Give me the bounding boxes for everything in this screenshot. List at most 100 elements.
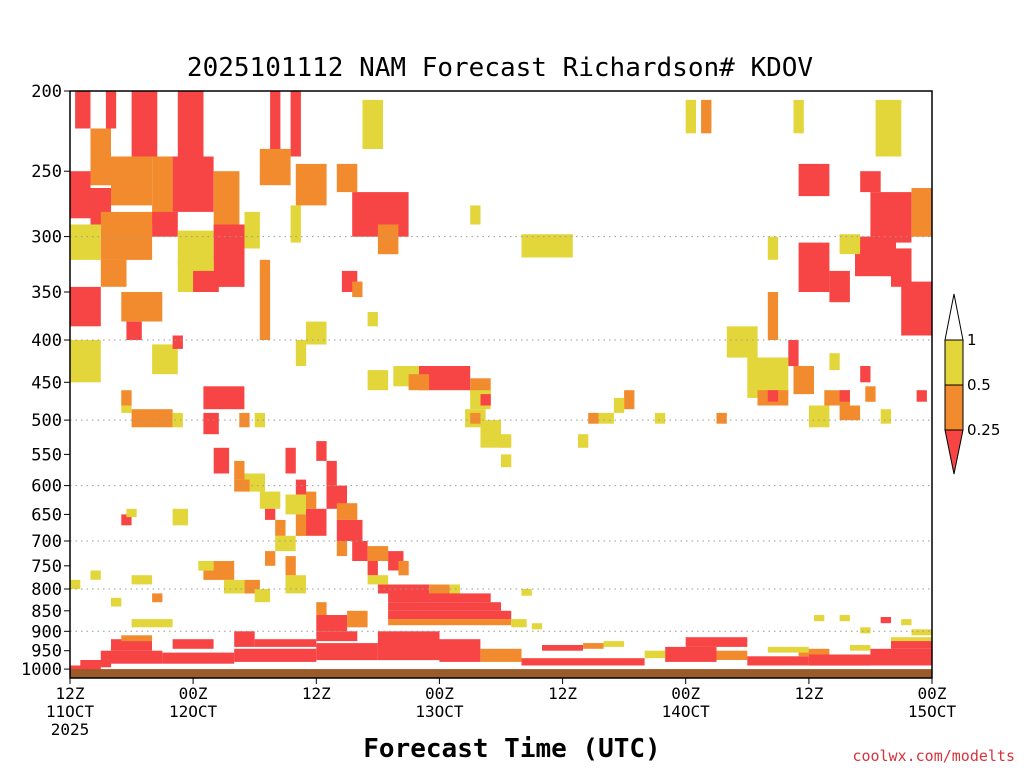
heatmap-cell xyxy=(521,658,645,666)
heatmap-cell xyxy=(347,610,368,628)
heatmap-cell xyxy=(121,635,153,642)
heatmap-cell xyxy=(75,91,91,129)
heatmap-cell xyxy=(254,589,271,603)
heatmap-cell xyxy=(352,281,363,298)
heatmap-cell xyxy=(295,479,307,509)
heatmap-cell xyxy=(767,390,779,402)
colorbar-bottom-extension xyxy=(944,429,964,475)
heatmap-cell xyxy=(798,163,830,197)
heatmap-cell xyxy=(726,326,758,358)
heatmap-cell xyxy=(767,646,809,653)
heatmap-cell xyxy=(121,292,163,322)
heatmap-cell xyxy=(152,156,173,225)
heatmap-cell xyxy=(377,224,399,255)
heatmap-cell xyxy=(860,171,881,193)
y-tick-label: 400 xyxy=(31,331,62,351)
y-tick-label: 850 xyxy=(31,602,62,622)
x-tick-label: 12Z xyxy=(548,684,577,703)
heatmap-cell xyxy=(377,584,430,594)
heatmap-cell xyxy=(480,394,491,406)
heatmap-cell xyxy=(701,99,712,134)
heatmap-cell xyxy=(316,631,358,642)
heatmap-cell xyxy=(70,340,101,383)
heatmap-cell xyxy=(798,242,830,292)
x-tick-label: 12Z xyxy=(302,684,331,703)
heatmap-cell xyxy=(177,91,204,164)
heatmap-cell xyxy=(70,171,91,219)
heatmap-cell xyxy=(685,637,748,647)
heatmap-cell xyxy=(290,91,301,157)
heatmap-cell xyxy=(501,434,512,448)
y-tick-label: 300 xyxy=(31,228,62,248)
heatmap-cell xyxy=(316,643,378,661)
heatmap-cell xyxy=(388,610,512,620)
heatmap-cell xyxy=(767,236,779,260)
heatmap-cell xyxy=(336,503,358,520)
heatmap-cell xyxy=(121,514,132,526)
heatmap-cell xyxy=(511,619,527,628)
x-tick-label: 14OCT xyxy=(662,702,711,721)
heatmap-cell xyxy=(788,340,799,366)
heatmap-cell xyxy=(100,259,127,287)
heatmap-cell xyxy=(105,91,117,129)
heatmap-cell xyxy=(480,420,501,448)
heatmap-cell xyxy=(90,570,101,580)
heatmap-cell xyxy=(860,366,871,383)
heatmap-cell xyxy=(326,460,337,486)
colorbar-label: 0.25 xyxy=(967,421,1000,439)
heatmap-cell xyxy=(480,648,522,662)
heatmap-cell xyxy=(377,631,440,661)
credit-link[interactable]: coolwx.com/modelts xyxy=(852,747,1015,765)
x-tick-label: 00Z xyxy=(425,684,454,703)
heatmap-cell xyxy=(213,224,245,287)
x-axis-label: Forecast Time (UTC) xyxy=(363,734,660,764)
heatmap-cell xyxy=(891,639,932,649)
heatmap-cells xyxy=(70,91,932,671)
y-tick-label: 350 xyxy=(31,283,62,303)
heatmap-cell xyxy=(172,335,183,349)
heatmap-cell xyxy=(223,579,245,594)
heatmap-cell xyxy=(398,561,409,576)
heatmap-cell xyxy=(270,91,281,164)
heatmap-cell xyxy=(388,602,501,611)
heatmap-cell xyxy=(880,409,891,424)
ground-surface xyxy=(70,669,932,678)
heatmap-cell xyxy=(126,321,142,340)
heatmap-cell xyxy=(829,270,850,303)
heatmap-cell xyxy=(839,615,850,622)
heatmap-cell xyxy=(259,148,291,186)
heatmap-cell xyxy=(367,575,389,585)
heatmap-cell xyxy=(316,602,327,615)
colorbar-label: 1 xyxy=(967,331,977,349)
heatmap-cell xyxy=(306,321,327,345)
heatmap-cell xyxy=(875,99,902,157)
heatmap-cell xyxy=(613,397,625,413)
heatmap-cell xyxy=(285,556,296,576)
heatmap-cell xyxy=(449,584,460,594)
heatmap-cell xyxy=(901,281,932,336)
heatmap-cell xyxy=(352,541,368,561)
heatmap-cell xyxy=(501,454,512,468)
heatmap-cell xyxy=(367,546,389,561)
heatmap-cell xyxy=(259,491,281,509)
heatmap-cell xyxy=(839,405,861,421)
heatmap-cell xyxy=(808,654,871,666)
heatmap-cell xyxy=(336,163,358,193)
heatmap-cell xyxy=(316,615,348,632)
y-tick-label: 550 xyxy=(31,445,62,465)
heatmap-cell xyxy=(131,91,158,157)
heatmap-cell xyxy=(275,535,296,552)
heatmap-cell xyxy=(839,234,861,255)
heatmap-cell xyxy=(624,390,635,410)
heatmap-cell xyxy=(306,508,327,536)
x-tick-label: 11OCT xyxy=(46,702,95,721)
heatmap-cell xyxy=(583,643,604,649)
heatmap-cell xyxy=(234,460,245,480)
x-tick-label: 12Z xyxy=(56,684,85,703)
heatmap-cell xyxy=(362,99,383,149)
colorbar-bin xyxy=(944,339,964,386)
heatmap-cell xyxy=(798,648,830,657)
heatmap-cell xyxy=(234,648,317,662)
heatmap-cell xyxy=(521,234,573,258)
